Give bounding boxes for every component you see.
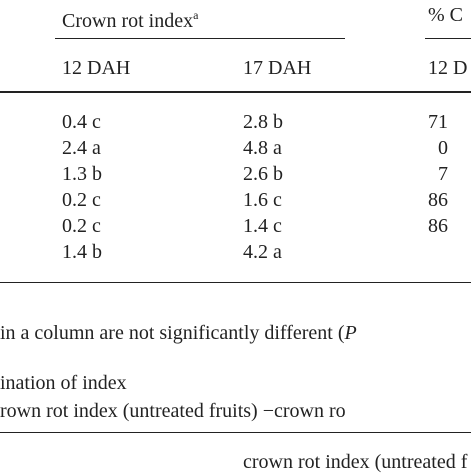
table-cell: 4.2 a <box>243 241 282 263</box>
table-cell: 86 <box>428 189 448 211</box>
group-header-text: Crown rot index <box>62 10 194 32</box>
footnote-symbol: P <box>344 322 357 344</box>
table-cell: 2.8 b <box>243 111 283 133</box>
group-rule <box>425 38 471 39</box>
group-header: Crown rot indexa <box>62 3 198 33</box>
table-cell: 4.8 a <box>243 137 282 159</box>
table-cell: 1.6 c <box>243 189 282 211</box>
table-cell: 1.4 c <box>243 215 282 237</box>
table-cell: 86 <box>428 215 448 237</box>
header-rule <box>0 91 471 93</box>
table-cell: 1.3 b <box>62 163 102 185</box>
table-cell: 2.6 b <box>243 163 283 185</box>
table-cell: 7 <box>438 163 448 185</box>
group-header: % C <box>428 4 463 26</box>
table-cell: 1.4 b <box>62 241 102 263</box>
footnote: in a column are not significantly differ… <box>0 321 357 345</box>
table-cell: 2.4 a <box>62 137 101 159</box>
column-header: 12 D <box>428 57 468 79</box>
footnote-marker: a <box>193 8 199 22</box>
column-header: 12 DAH <box>62 57 131 79</box>
column-header: 17 DAH <box>243 57 312 79</box>
table-cell: 0.2 c <box>62 189 101 211</box>
fraction-bar <box>0 432 471 433</box>
table-cell: 71 <box>428 111 448 133</box>
footnote-text: in a column are not significantly differ… <box>0 322 345 344</box>
formula-numerator: rown rot index (untreated fruits) −crown… <box>0 400 346 422</box>
table-cell: 0.2 c <box>62 215 101 237</box>
bottom-rule <box>0 282 471 283</box>
footnote: ination of index <box>0 372 127 394</box>
table-cell: 0 <box>438 137 448 159</box>
group-rule <box>55 38 345 39</box>
formula-denominator: crown rot index (untreated f <box>243 451 468 473</box>
table-cell: 0.4 c <box>62 111 101 133</box>
